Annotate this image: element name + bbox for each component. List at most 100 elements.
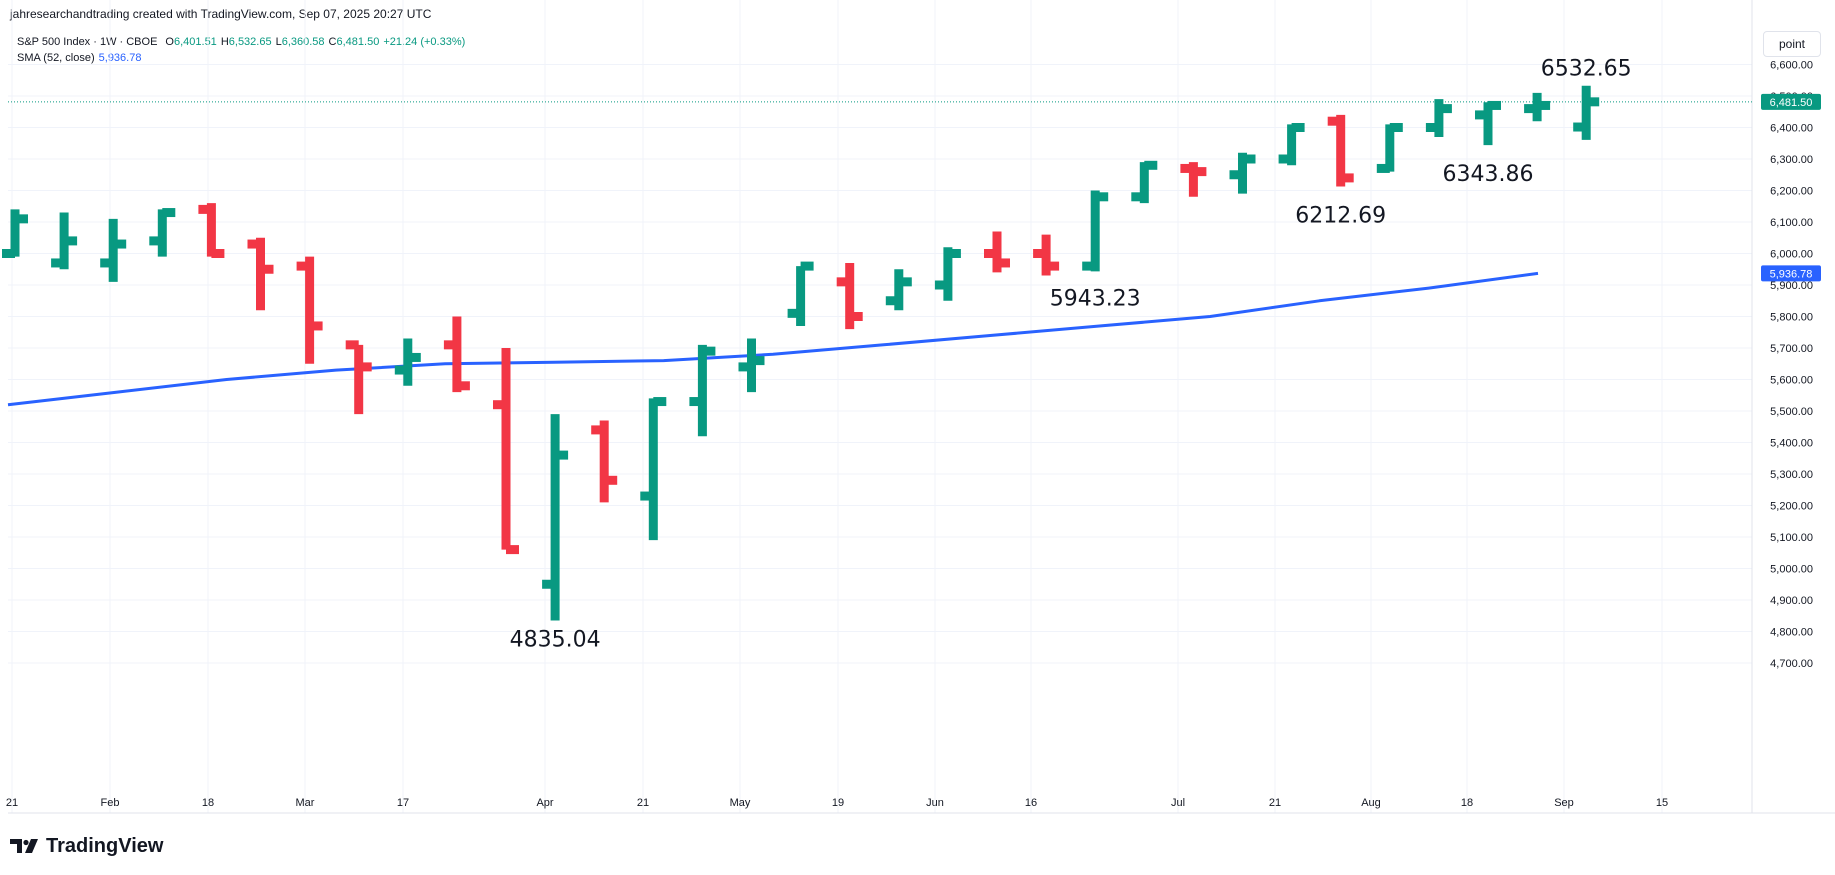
ohlc-bar [1573, 85, 1600, 140]
price-tick-label: 4,900.00 [1770, 595, 1813, 607]
legend-open-value: 6,401.51 [173, 36, 217, 48]
ohlc-bar [836, 262, 863, 330]
legend-low-label: L [275, 36, 282, 48]
ohlc-bar [1033, 234, 1060, 276]
ohlc-bar [542, 414, 569, 621]
legend-high-value: 6,532.65 [228, 36, 272, 48]
price-tick-label: 4,700.00 [1770, 658, 1813, 670]
price-tick-label: 5,200.00 [1770, 501, 1813, 513]
price-tick-label: 5,300.00 [1770, 469, 1813, 481]
ohlc-bar [149, 208, 176, 257]
time-tick-label: 19 [832, 797, 844, 809]
price-tick-label: 5,600.00 [1770, 375, 1813, 387]
price-annotation: 4835.04 [510, 627, 601, 652]
ohlc-bar [296, 256, 323, 364]
legend-close-value: 6,481.50 [336, 36, 380, 48]
last-price-label: 6,481.50 [1770, 97, 1813, 109]
ohlc-bar [493, 348, 519, 555]
ohlc-bar [100, 218, 127, 282]
ohlc-bar [738, 338, 765, 393]
ohlc-bar [1425, 99, 1452, 137]
legend-low-value: 6,360.58 [281, 36, 325, 48]
ohlc-bar [1327, 114, 1354, 187]
price-annotation: 6212.69 [1295, 204, 1386, 229]
time-tick-label: 21 [1269, 797, 1281, 809]
price-chart[interactable]: 6,600.006,500.006,400.006,300.006,200.00… [0, 0, 1835, 815]
ohlc-bar [640, 397, 667, 541]
time-tick-label: 16 [1025, 797, 1037, 809]
tradingview-logo-text: TradingView [46, 834, 164, 857]
price-tick-label: 5,100.00 [1770, 532, 1813, 544]
price-annotation: 6532.65 [1541, 57, 1632, 82]
tradingview-logo-icon [10, 839, 38, 853]
time-tick-label: 21 [637, 797, 649, 809]
price-scale-unit-button[interactable]: point [1763, 31, 1821, 57]
ohlc-bar [934, 247, 961, 301]
price-tick-label: 5,700.00 [1770, 343, 1813, 355]
ohlc-bar [1180, 162, 1207, 197]
legend-sma-row[interactable]: SMA (52, close) 5,936.78 [17, 50, 465, 66]
price-tick-label: 5,000.00 [1770, 564, 1813, 576]
time-tick-label: Jun [926, 797, 944, 809]
legend-close-label: C [328, 36, 337, 48]
last-price-label-bg [1761, 93, 1821, 110]
time-tick-label: 15 [1656, 797, 1668, 809]
price-tick-label: 5,800.00 [1770, 312, 1813, 324]
time-tick-label: Apr [536, 797, 553, 809]
tradingview-logo[interactable]: TradingView [10, 833, 163, 859]
price-tick-label: 6,200.00 [1770, 186, 1813, 198]
ohlc-bar [443, 316, 470, 393]
time-tick-label: 21 [6, 797, 18, 809]
time-tick-label: Sep [1554, 797, 1574, 809]
time-tick-label: 18 [1461, 797, 1473, 809]
legend-symbol[interactable]: S&P 500 Index · 1W · CBOE [17, 36, 158, 48]
price-tick-label: 4,800.00 [1770, 627, 1813, 639]
ohlc-bar [1229, 152, 1256, 194]
legend-sma-value: 5,936.78 [98, 52, 142, 64]
time-tick-label: Mar [296, 797, 315, 809]
ohlc-bar [787, 261, 814, 326]
ohlc-bar [2, 209, 28, 258]
chart-legend: S&P 500 Index · 1W · CBOE O6,401.51 H6,5… [17, 34, 465, 66]
time-tick-label: Jul [1171, 797, 1185, 809]
ohlc-bar [1082, 190, 1109, 272]
ohlc-bar [1278, 123, 1305, 166]
legend-sma-label[interactable]: SMA (52, close) [17, 52, 95, 64]
price-tick-label: 5,900.00 [1770, 280, 1813, 292]
ohlc-bar [1524, 92, 1551, 122]
price-tick-label: 6,100.00 [1770, 217, 1813, 229]
ohlc-bar [689, 344, 716, 437]
price-annotation: 6343.86 [1443, 162, 1534, 187]
legend-change: +21.24 (+0.33%) [383, 36, 466, 48]
legend-symbol-row[interactable]: S&P 500 Index · 1W · CBOE O6,401.51 H6,5… [17, 34, 465, 50]
price-tick-label: 6,600.00 [1770, 60, 1813, 72]
price-tick-label: 5,500.00 [1770, 406, 1813, 418]
sma-price-label-bg [1761, 265, 1821, 282]
ohlc-bar [591, 420, 618, 503]
price-tick-label: 6,300.00 [1770, 154, 1813, 166]
ohlc-bar [345, 340, 372, 415]
ohlc-bar [1131, 160, 1158, 204]
ohlc-bar [51, 212, 78, 270]
chart-credit: jahresearchandtrading created with Tradi… [10, 7, 432, 21]
time-tick-label: 18 [202, 797, 214, 809]
time-tick-label: May [730, 797, 751, 809]
ohlc-bar [394, 338, 421, 386]
legend-high-label: H [220, 36, 229, 48]
sma-price-label: 5,936.78 [1770, 268, 1813, 280]
price-annotation: 5943.23 [1050, 286, 1141, 311]
ohlc-bar [247, 237, 274, 311]
price-tick-label: 5,400.00 [1770, 438, 1813, 450]
sma-line [7, 271, 1539, 407]
price-tick-label: 6,000.00 [1770, 249, 1813, 261]
time-tick-label: Feb [101, 797, 120, 809]
time-tick-label: 17 [397, 797, 409, 809]
time-tick-label: Aug [1361, 797, 1381, 809]
ohlc-bar [885, 269, 912, 311]
ohlc-bar [1376, 123, 1403, 173]
ohlc-bar [1475, 100, 1501, 146]
price-tick-label: 6,400.00 [1770, 123, 1813, 135]
ohlc-bar [198, 203, 225, 258]
legend-open-label: O [165, 36, 174, 48]
ohlc-bar [984, 231, 1010, 273]
